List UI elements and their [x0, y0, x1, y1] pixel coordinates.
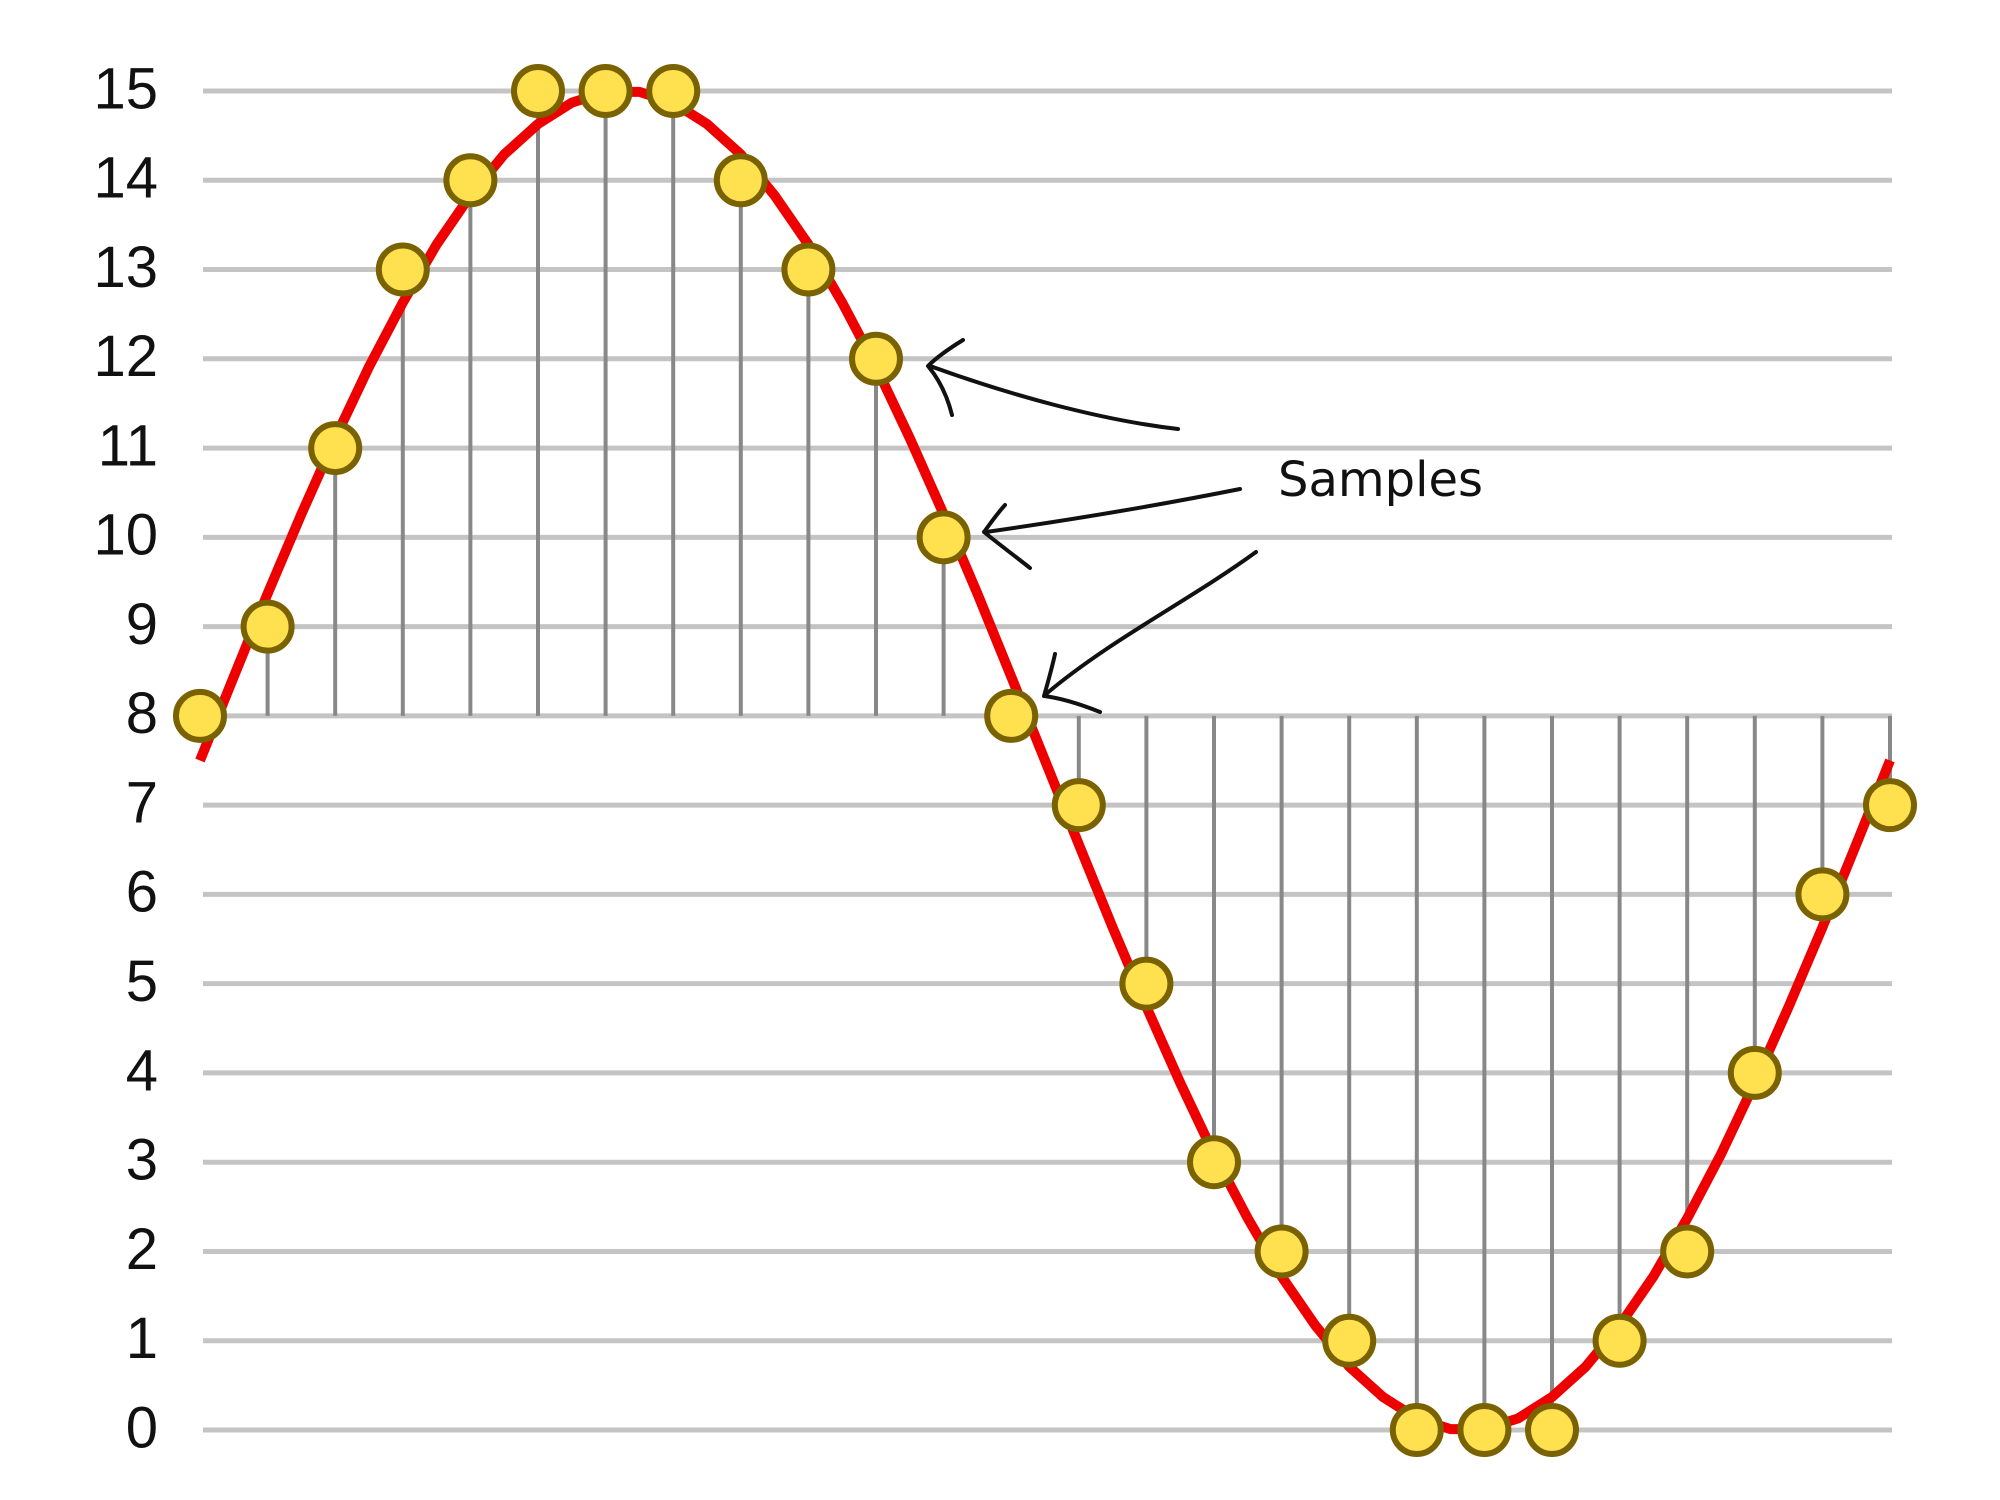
stems	[265, 91, 1892, 1430]
sample-point	[1254, 1224, 1309, 1279]
sample-point	[781, 242, 836, 297]
y-tick-label: 7	[126, 770, 158, 835]
annotation: Samples	[1278, 452, 1483, 508]
y-tick-label: 8	[126, 681, 158, 746]
curve	[195, 86, 1895, 1435]
sample-point	[916, 510, 971, 565]
sample-point	[1795, 867, 1850, 922]
y-tick-label: 10	[93, 503, 158, 568]
signal-curve	[195, 86, 1895, 1435]
sample-point	[1660, 1224, 1715, 1279]
sample-point	[443, 153, 498, 208]
sample-point	[984, 688, 1039, 743]
sample-point	[1863, 778, 1917, 833]
sample-point	[1322, 1313, 1377, 1368]
y-tick-label: 5	[126, 949, 158, 1014]
sample-point	[375, 242, 430, 297]
sample-point	[1187, 1135, 1241, 1190]
points	[173, 64, 1917, 1457]
y-tick-label: 12	[93, 324, 158, 389]
sample-point	[1119, 956, 1174, 1011]
sample-point	[173, 688, 227, 743]
annotation-arrows	[926, 338, 1258, 714]
y-tick-label: 3	[126, 1128, 158, 1193]
arrow	[982, 503, 1032, 570]
y-tick-label: 14	[93, 146, 158, 211]
y-tick-label: 4	[126, 1038, 158, 1103]
y-tick-label: 1	[126, 1306, 158, 1371]
y-tick-label: 11	[98, 413, 158, 478]
grid	[203, 88, 1892, 1433]
sample-point	[1727, 1045, 1782, 1100]
sample-point	[646, 64, 701, 118]
y-tick-label: 0	[126, 1395, 158, 1460]
y-tick-label: 9	[126, 592, 158, 657]
sample-point	[713, 153, 768, 208]
sample-point	[240, 599, 295, 654]
sample-point	[1457, 1403, 1512, 1457]
arrow	[928, 364, 1180, 431]
arrow	[926, 338, 965, 417]
sample-point	[511, 64, 565, 118]
arrow	[1044, 550, 1258, 696]
sample-point	[578, 64, 633, 118]
sample-point	[849, 331, 903, 386]
y-tick-label: 2	[126, 1217, 158, 1282]
sample-point	[1051, 778, 1106, 833]
y-tick-label: 6	[126, 860, 158, 925]
sample-point	[1592, 1313, 1647, 1368]
arrow	[984, 487, 1242, 534]
arrow	[1042, 652, 1102, 714]
sample-point	[1525, 1403, 1579, 1457]
y-tick-label: 15	[93, 56, 158, 121]
sample-point	[308, 421, 363, 476]
y-tick-label: 13	[93, 235, 158, 300]
sample-point	[1389, 1403, 1444, 1457]
